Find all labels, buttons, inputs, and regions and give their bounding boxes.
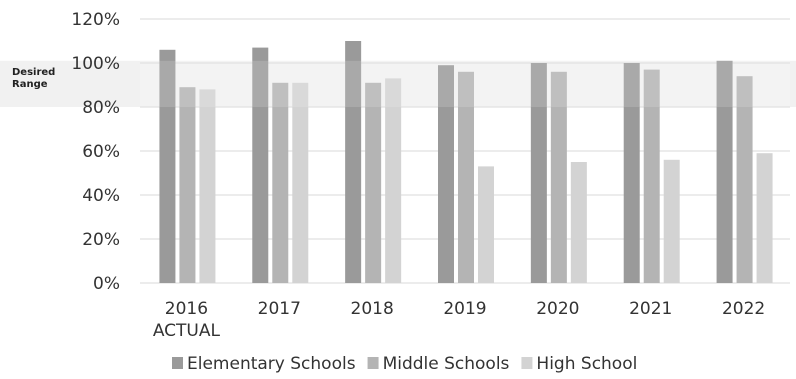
legend-swatch (368, 357, 379, 369)
x-tick-label-line: ACTUAL (153, 321, 221, 341)
x-tick-label-line: 2017 (258, 299, 301, 319)
x-tick-label-line: 2019 (443, 299, 486, 319)
bar (199, 89, 215, 283)
y-tick-label: 20% (82, 230, 120, 250)
bar (179, 87, 195, 283)
y-tick-label: 100% (71, 54, 120, 74)
bar (664, 160, 680, 283)
x-tick-label-line: 2018 (351, 299, 394, 319)
x-tick-label: 2016 ACTUAL (153, 299, 221, 341)
desired-range-overlay (140, 61, 790, 107)
x-tick-label-line: 2016 (165, 299, 208, 319)
bar (365, 83, 381, 283)
bar (571, 162, 587, 283)
x-tick-label: 2022 (722, 299, 765, 319)
bar (385, 78, 401, 283)
x-tick-label-line: 2021 (629, 299, 672, 319)
legend-label: Middle Schools (383, 354, 510, 374)
y-tick-label: 60% (82, 142, 120, 162)
axes: 0% 20% 40% 60% 80% 100% 120% 2016 ACTUAL 2017 2018… (71, 10, 765, 341)
bars (140, 41, 790, 283)
desired-range-label-line: Desired (12, 67, 55, 78)
x-tick-label: 2019 (443, 299, 486, 319)
x-tick-label-line: 2022 (722, 299, 765, 319)
x-tick-label: 2018 (351, 299, 394, 319)
bar (478, 166, 494, 283)
legend-label: Elementary Schools (187, 354, 356, 374)
desired-range-label-line: Range (12, 79, 48, 90)
y-tick-label: 80% (82, 98, 120, 118)
legend-swatch (521, 357, 532, 369)
y-tick-label: 40% (82, 186, 120, 206)
x-tick-label: 2020 (536, 299, 579, 319)
x-tick-label: 2021 (629, 299, 672, 319)
bar (757, 153, 773, 283)
bar (272, 83, 288, 283)
bar (737, 76, 753, 283)
x-tick-label: 2017 (258, 299, 301, 319)
legend-label: High School (536, 354, 637, 374)
y-tick-label: 120% (71, 10, 120, 30)
x-tick-label-line: 2020 (536, 299, 579, 319)
y-tick-label: 0% (93, 274, 120, 294)
bar (292, 83, 308, 283)
legend-swatch (172, 357, 183, 369)
legend: Elementary Schools Middle Schools High Sch… (172, 354, 637, 374)
